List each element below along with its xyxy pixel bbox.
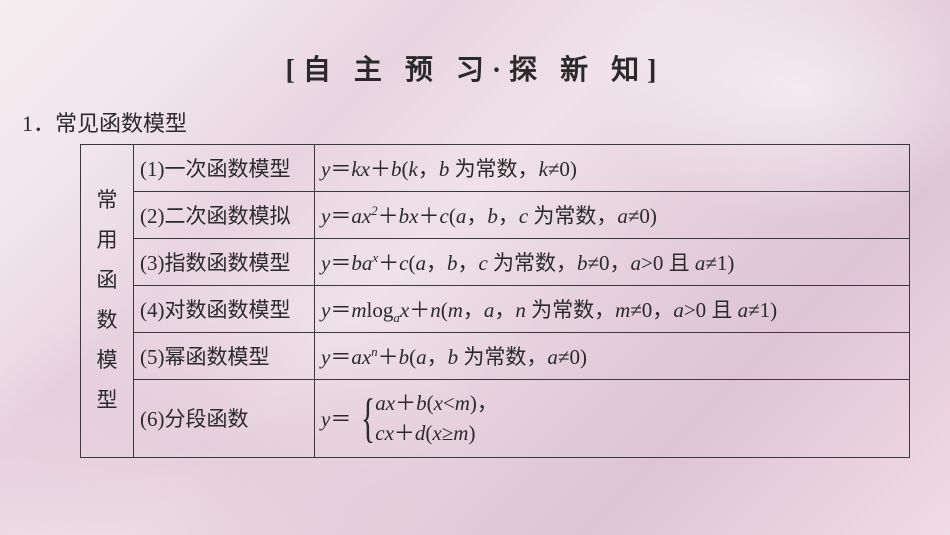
model-name: (3)指数函数模型 <box>134 239 315 286</box>
function-model-table: 常用函数模型(1)一次函数模型y＝kx＋b(k，b 为常数，k≠0)(2)二次函… <box>80 144 910 458</box>
side-label: 常用函数模型 <box>81 145 134 458</box>
table-row: (3)指数函数模型y＝bax＋c(a，b，c 为常数，b≠0，a>0 且 a≠1… <box>81 239 910 286</box>
page-root: [自 主 预 习·探 新 知] 1．常见函数模型 常用函数模型(1)一次函数模型… <box>0 0 950 458</box>
section-heading: 1．常见函数模型 <box>22 106 930 138</box>
model-formula: y＝axn＋b(a，b 为常数，a≠0) <box>315 333 910 380</box>
model-formula: y＝ax2＋bx＋c(a，b，c 为常数，a≠0) <box>315 192 910 239</box>
page-title: [自 主 预 习·探 新 知] <box>20 48 930 88</box>
model-formula: y＝mlogax＋n(m，a，n 为常数，m≠0，a>0 且 a≠1) <box>315 286 910 333</box>
model-formula: y＝bax＋c(a，b，c 为常数，b≠0，a>0 且 a≠1) <box>315 239 910 286</box>
table-row: (5)幂函数模型y＝axn＋b(a，b 为常数，a≠0) <box>81 333 910 380</box>
function-model-tbody: 常用函数模型(1)一次函数模型y＝kx＋b(k，b 为常数，k≠0)(2)二次函… <box>81 145 910 458</box>
table-row: 常用函数模型(1)一次函数模型y＝kx＋b(k，b 为常数，k≠0) <box>81 145 910 192</box>
model-name: (4)对数函数模型 <box>134 286 315 333</box>
model-name: (2)二次函数模拟 <box>134 192 315 239</box>
model-formula: y＝kx＋b(k，b 为常数，k≠0) <box>315 145 910 192</box>
table-row: (2)二次函数模拟y＝ax2＋bx＋c(a，b，c 为常数，a≠0) <box>81 192 910 239</box>
model-formula: y＝{ax＋b(x<m)，cx＋d(x≥m) <box>315 380 910 458</box>
table-row: (4)对数函数模型y＝mlogax＋n(m，a，n 为常数，m≠0，a>0 且 … <box>81 286 910 333</box>
table-row: (6)分段函数y＝{ax＋b(x<m)，cx＋d(x≥m) <box>81 380 910 458</box>
model-name: (6)分段函数 <box>134 380 315 458</box>
model-name: (5)幂函数模型 <box>134 333 315 380</box>
model-name: (1)一次函数模型 <box>134 145 315 192</box>
